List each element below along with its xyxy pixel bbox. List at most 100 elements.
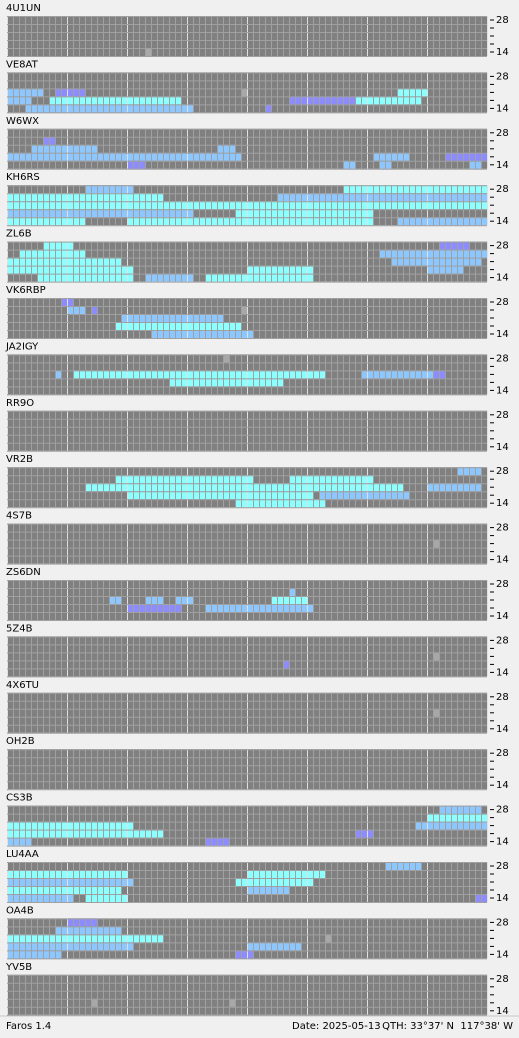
qth: QTH: 33°37' N 117°38' W	[382, 1021, 513, 1032]
signal-cell	[397, 88, 427, 97]
band-label-top: 28	[496, 466, 509, 477]
station-name: RR9O	[6, 398, 34, 409]
band-label-top: 28	[496, 523, 509, 534]
band-label-bottom: 14	[496, 442, 509, 453]
signal-cell	[433, 708, 439, 717]
signal-cell	[127, 217, 373, 226]
signal-cell	[241, 306, 247, 314]
signal-cell	[55, 370, 61, 379]
band-label-top: 28	[496, 805, 509, 816]
signal-cell	[247, 942, 301, 951]
signal-cell	[91, 306, 97, 314]
signal-cell	[7, 894, 73, 902]
signal-cell	[319, 491, 409, 500]
signal-cell	[7, 821, 133, 830]
band-label-top: 28	[496, 692, 509, 703]
band-label-top: 28	[496, 917, 509, 928]
band-label-bottom: 14	[496, 329, 509, 340]
signal-cell	[67, 306, 85, 314]
station-name: VR2B	[6, 454, 33, 465]
signal-cell	[289, 588, 295, 596]
signal-cell	[7, 950, 61, 959]
app-version: Faros 1.4	[6, 1021, 51, 1032]
signal-cell	[217, 144, 235, 153]
station-name: JA2IGY	[5, 341, 39, 352]
signal-cell	[127, 604, 181, 612]
band-label-bottom: 14	[496, 216, 509, 227]
signal-cell	[19, 249, 85, 258]
signal-cell	[43, 241, 73, 250]
band-label-bottom: 14	[496, 555, 509, 566]
station-name: VE8AT	[6, 59, 39, 70]
band-label-top: 28	[496, 410, 509, 421]
band-label-top: 28	[496, 353, 509, 364]
signal-cell	[7, 942, 133, 951]
signal-cell	[247, 265, 313, 274]
band-label-bottom: 14	[496, 1006, 509, 1017]
signal-cell	[31, 144, 97, 153]
station-name: OA4B	[6, 905, 34, 916]
signal-cell	[355, 96, 421, 105]
band-label-bottom: 14	[496, 273, 509, 284]
band-label-bottom: 14	[496, 780, 509, 791]
station-name: CS3B	[6, 793, 33, 804]
signal-cell	[235, 209, 373, 218]
band-label-bottom: 14	[496, 385, 509, 396]
station-name: OH2B	[6, 736, 35, 747]
band-label-top: 28	[496, 184, 509, 195]
signal-cell	[115, 322, 241, 330]
band-label-top: 28	[496, 579, 509, 590]
signal-cell	[175, 596, 193, 604]
signal-cell	[223, 354, 229, 363]
signal-cell	[229, 998, 235, 1007]
signal-cell	[127, 160, 145, 169]
signal-cell	[265, 104, 271, 113]
signal-cell	[235, 878, 313, 886]
band-label-bottom: 14	[496, 103, 509, 114]
signal-cell	[235, 499, 325, 508]
signal-cell	[325, 934, 331, 943]
band-label-top: 28	[496, 635, 509, 646]
band-label-top: 28	[496, 974, 509, 985]
band-label-top: 28	[496, 128, 509, 139]
signal-cell	[67, 918, 97, 927]
band-label-top: 28	[496, 71, 509, 82]
signal-cell	[427, 483, 481, 492]
band-label-bottom: 14	[496, 949, 509, 960]
signal-cell	[355, 829, 373, 838]
signal-cell	[433, 652, 439, 661]
band-label-top: 28	[496, 861, 509, 872]
band-label-bottom: 14	[496, 47, 509, 58]
signal-cell	[247, 886, 289, 894]
signal-cell	[283, 660, 289, 669]
signal-cell	[145, 596, 163, 604]
signal-cell	[7, 878, 133, 886]
signal-cell	[397, 217, 487, 226]
station-name: 4U1UN	[6, 3, 41, 14]
signal-cell	[7, 886, 121, 894]
signal-cell	[151, 330, 253, 338]
band-label-bottom: 14	[496, 498, 509, 509]
station-name: VK6RBP	[6, 285, 46, 296]
signal-cell	[121, 314, 223, 322]
signal-cell	[247, 870, 325, 878]
band-label-bottom: 14	[496, 837, 509, 848]
signal-cell	[115, 475, 253, 484]
signal-cell	[445, 152, 487, 161]
signal-cell	[277, 193, 487, 202]
band-label-top: 28	[496, 15, 509, 26]
signal-cell	[55, 88, 85, 97]
band-label-top: 28	[496, 297, 509, 308]
station-name: 5Z4B	[6, 623, 33, 634]
signal-cell	[7, 209, 193, 218]
signal-cell	[85, 483, 403, 492]
station-name: 4S7B	[6, 511, 32, 522]
signal-cell	[433, 539, 439, 548]
signal-cell	[391, 257, 481, 266]
station-name: LU4AA	[6, 849, 39, 860]
signal-cell	[439, 241, 469, 250]
station-name: ZS6DN	[6, 567, 41, 578]
signal-cell	[7, 217, 85, 226]
station-name: ZL6B	[6, 229, 32, 240]
